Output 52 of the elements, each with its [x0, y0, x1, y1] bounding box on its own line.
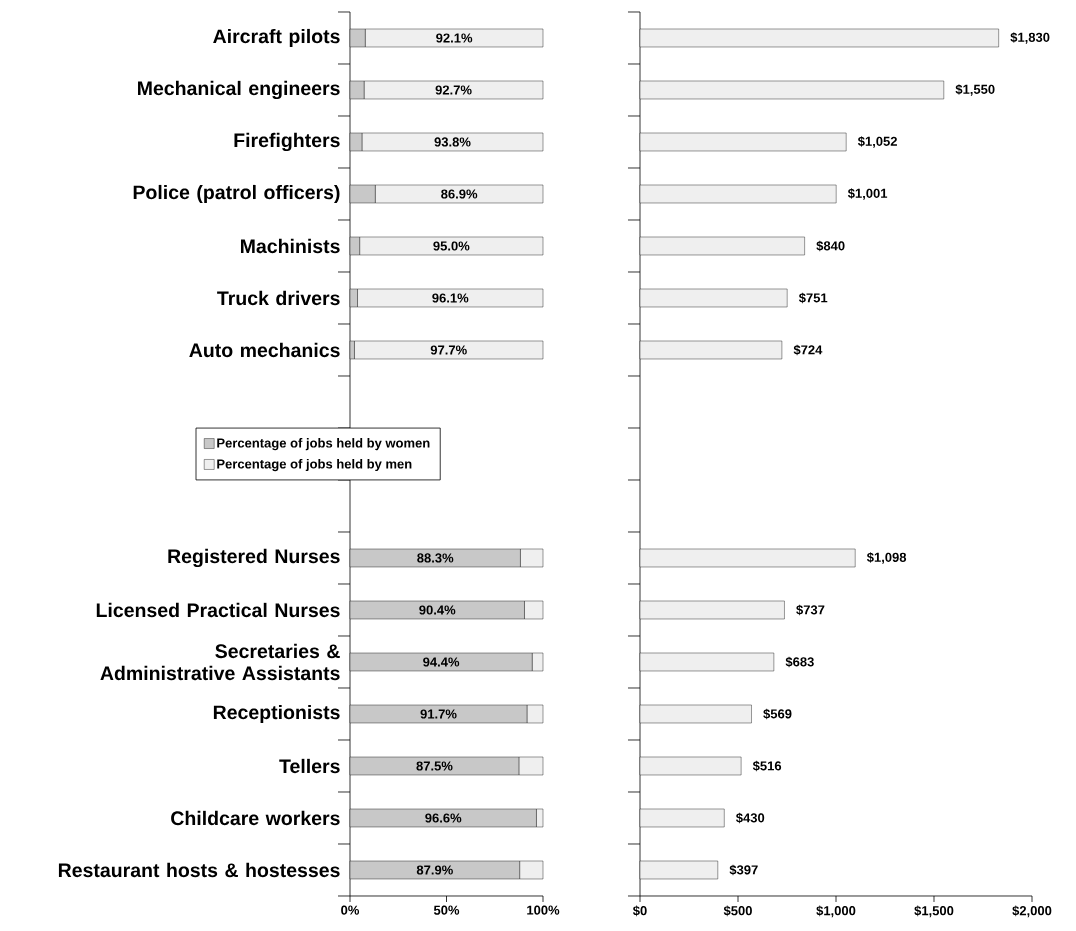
y-tick-label: Firefighters — [234, 132, 340, 152]
data-label: 91.7% — [420, 709, 457, 719]
data-label: $751 — [798, 292, 828, 304]
x-tick-label: $500 — [723, 905, 752, 917]
y-tick-label: Auto mechanics — [189, 342, 340, 358]
data-label: $397 — [729, 864, 758, 876]
x-tick-label: 50% — [433, 905, 460, 915]
y-tick-label: Receptionists — [213, 704, 340, 724]
data-label: $1,098 — [866, 552, 907, 564]
y-tick-label: Childcare workers — [171, 810, 340, 826]
data-label: $724 — [793, 344, 823, 356]
data-label: 94.4% — [423, 657, 460, 667]
data-label: $840 — [816, 240, 845, 252]
data-label: $430 — [735, 812, 765, 824]
data-label: $737 — [796, 604, 825, 616]
data-label: 96.6% — [425, 813, 462, 823]
data-label: $1,001 — [847, 188, 888, 200]
y-tick-label: Licensed Practical Nurses — [96, 602, 340, 618]
x-tick-label: $1,500 — [914, 905, 954, 918]
y-tick-label: Tellers — [279, 758, 340, 774]
data-label: 92.7% — [435, 85, 472, 95]
data-label: $683 — [785, 656, 814, 668]
legend-label: Percentage of jobs held by men — [217, 458, 412, 472]
y-tick-label: Aircraft pilots — [213, 28, 340, 48]
y-tick-label: Restaurant hosts & hostesses — [58, 862, 340, 878]
x-tick-label: $1,000 — [816, 905, 856, 918]
y-tick-label: Registered Nurses — [168, 548, 340, 568]
x-tick-label: 0% — [341, 905, 360, 915]
data-label: 95.0% — [433, 241, 470, 251]
y-tick-label: Mechanical engineers — [138, 80, 340, 100]
data-label: 86.9% — [441, 189, 478, 199]
y-tick-label: Machinists — [240, 238, 340, 254]
data-label: $1,550 — [955, 84, 995, 96]
data-label: $1,052 — [857, 136, 897, 148]
x-tick-label: 100% — [527, 905, 560, 915]
x-tick-label: $0 — [632, 905, 647, 917]
data-label: 96.1% — [432, 293, 469, 303]
data-label: 97.7% — [430, 345, 467, 355]
data-label: 88.3% — [417, 553, 454, 563]
data-label: 93.8% — [434, 137, 471, 147]
data-label: 92.1% — [436, 33, 473, 43]
data-label: 87.9% — [416, 865, 453, 875]
legend-label: Percentage of jobs held by women — [217, 438, 430, 451]
data-label: $516 — [752, 760, 782, 772]
data-label: $569 — [763, 708, 792, 720]
y-tick-label: Truck drivers — [217, 290, 340, 306]
data-label: 87.5% — [416, 761, 453, 771]
x-tick-label: $2,000 — [1012, 905, 1052, 918]
data-label: 90.4% — [419, 605, 456, 615]
y-tick-label: Secretaries & Administrative Assistants — [100, 643, 340, 681]
y-tick-label: Police (patrol officers) — [133, 184, 340, 204]
data-label: $1,830 — [1010, 32, 1050, 44]
